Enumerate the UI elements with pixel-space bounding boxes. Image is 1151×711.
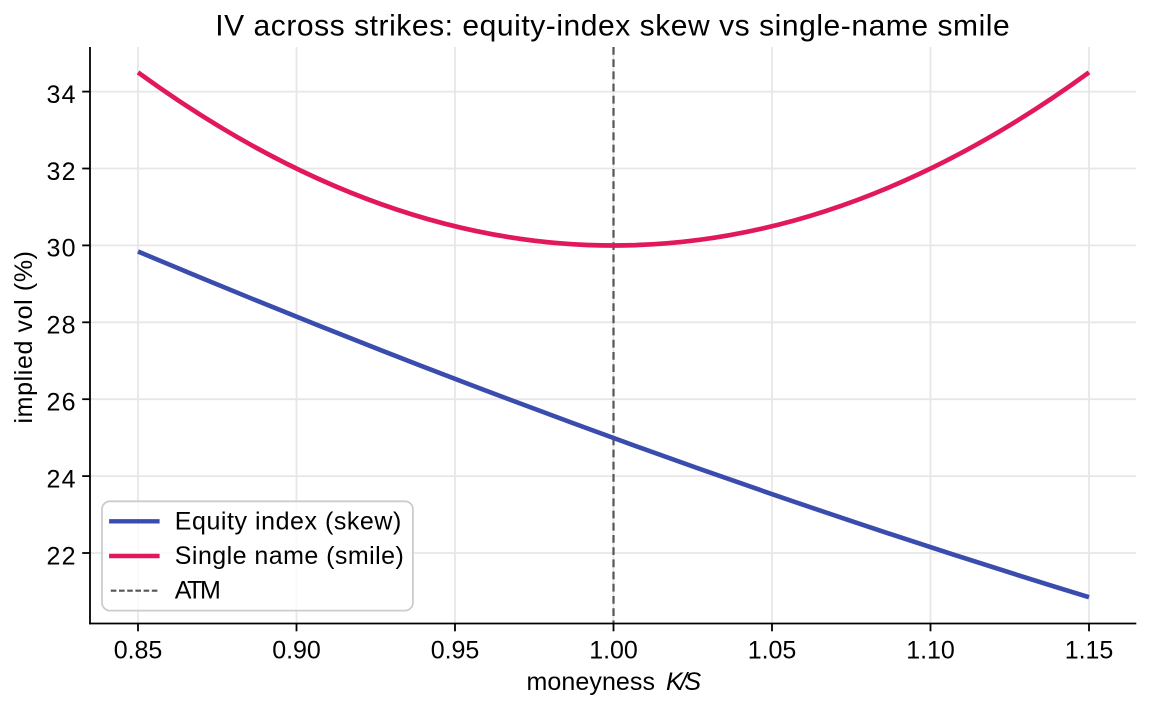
svg-text:0.85: 0.85 [114, 636, 163, 664]
svg-text:moneyness: moneyness [527, 668, 656, 696]
svg-text:30: 30 [47, 235, 76, 263]
svg-text:ATM: ATM [175, 577, 221, 605]
svg-text:32: 32 [47, 158, 76, 186]
svg-text:Equity index (skew): Equity index (skew) [175, 507, 401, 535]
svg-text:22: 22 [47, 542, 76, 570]
svg-text:26: 26 [47, 389, 76, 417]
svg-text:K/S: K/S [666, 668, 701, 696]
svg-text:1.15: 1.15 [1065, 636, 1114, 664]
svg-text:34: 34 [47, 81, 76, 109]
svg-text:24: 24 [47, 465, 76, 493]
svg-text:28: 28 [47, 312, 76, 340]
svg-text:0.95: 0.95 [431, 636, 480, 664]
svg-text:0.90: 0.90 [272, 636, 321, 664]
svg-text:Single name (smile): Single name (smile) [175, 542, 404, 570]
svg-text:1.00: 1.00 [589, 636, 638, 664]
svg-text:implied vol (%): implied vol (%) [10, 251, 38, 424]
svg-text:1.10: 1.10 [906, 636, 955, 664]
svg-text:IV across strikes: equity-inde: IV across strikes: equity-index skew vs … [215, 9, 1010, 42]
svg-text:1.05: 1.05 [748, 636, 797, 664]
